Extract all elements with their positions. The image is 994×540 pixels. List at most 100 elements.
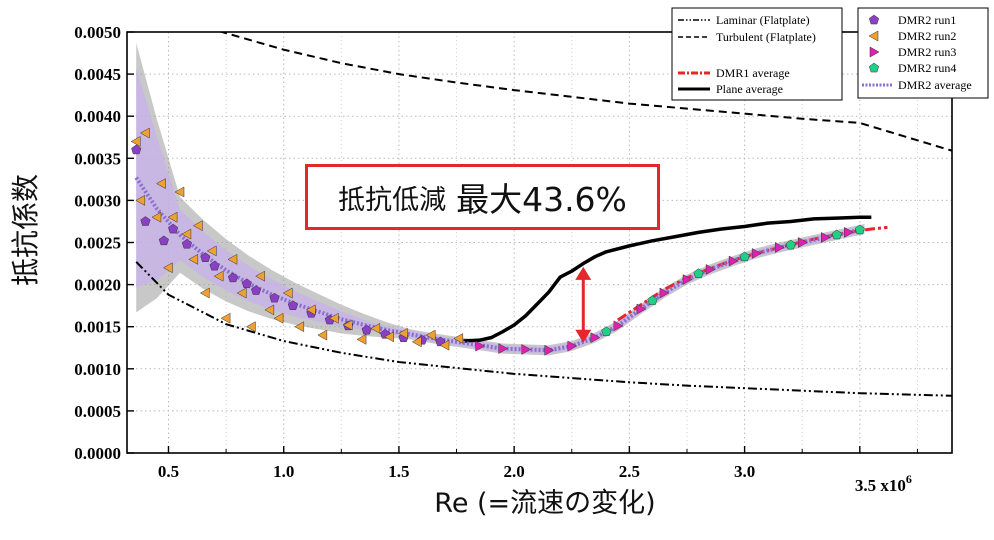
marker-dmr2-run4 (785, 239, 796, 250)
y-axis-label-box: 抵抗係数 (4, 150, 44, 310)
marker-dmr2-run1 (241, 278, 252, 289)
legend-label-right: DMR2 run4 (898, 61, 956, 75)
x-tick-label: 2.0 (504, 462, 525, 481)
marker-dmr2-run2 (398, 328, 408, 339)
marker-dmr2-run3 (705, 264, 716, 275)
legend-box-right (857, 7, 989, 99)
marker-dmr2-run2 (453, 333, 464, 344)
marker-dmr2-run3 (521, 344, 532, 355)
x-tick-label-multiplier: 3.5 x106 (855, 472, 912, 495)
marker-dmr2-run2 (328, 312, 339, 324)
y-tick-label: 0.0005 (74, 402, 121, 421)
marker-dmr2-run4 (601, 326, 612, 337)
marker-dmr2-run2 (317, 329, 328, 341)
series-line-turbulent-flatplate- (218, 32, 952, 152)
marker-dmr2-run2 (294, 321, 305, 333)
marker-dmr2-run1 (227, 272, 239, 283)
marker-dmr2-run3 (498, 343, 509, 355)
y-tick-label: 0.0030 (74, 191, 121, 210)
marker-dmr2-run4 (854, 224, 865, 235)
marker-dmr2-run3 (636, 303, 647, 315)
legend-label-left: Laminar (Flatplate) (716, 13, 810, 27)
marker-dmr2-run1 (131, 144, 142, 155)
x-tick-label: 1.5 (388, 462, 409, 481)
marker-dmr2-run2 (370, 322, 381, 334)
marker-dmr2-run2 (151, 211, 162, 223)
annotation-arrow (575, 266, 592, 343)
marker-dmr2-run4 (739, 251, 750, 262)
marker-dmr2-run1 (251, 285, 262, 295)
legend-label-right: DMR2 run3 (898, 45, 956, 59)
marker-dmr2-run2 (188, 253, 199, 265)
marker-dmr2-run2 (227, 253, 238, 265)
legend-marker-2 (869, 46, 880, 58)
marker-dmr2-run2 (245, 321, 256, 333)
marker-dmr2-run2 (356, 333, 367, 345)
callout-text-a: 抵抗低減 (338, 184, 447, 216)
marker-dmr2-run3 (682, 274, 693, 285)
marker-dmr2-run1 (158, 235, 169, 246)
marker-dmr2-run3 (590, 332, 601, 344)
callout-text-b: 最大43.6% (456, 180, 627, 219)
marker-dmr2-run1 (287, 300, 298, 310)
marker-dmr2-run3 (797, 237, 808, 248)
marker-dmr2-run2 (220, 312, 231, 324)
marker-dmr2-run3 (544, 344, 555, 356)
marker-dmr2-run2 (439, 339, 450, 351)
arrow-head-top (575, 266, 592, 280)
marker-dmr2-run2 (130, 136, 141, 147)
arrow-head-bottom (575, 329, 592, 343)
y-tick-label: 0.0015 (74, 318, 121, 337)
series-line-laminar-flatplate- (135, 261, 952, 397)
legend-box-left (671, 7, 843, 101)
legend-label-left: Turbulent (Flatplate) (716, 30, 816, 44)
marker-dmr2-run2 (425, 329, 436, 341)
y-tick-label: 0.0025 (74, 234, 121, 253)
y-tick-label: 0.0040 (74, 107, 121, 126)
marker-dmr2-run2 (282, 287, 293, 299)
marker-dmr2-run3 (844, 226, 854, 238)
tick-labels: 0.0000 0.0005 0.0010 0.0015 0.0020 0.0025 0.00… (74, 23, 912, 495)
marker-dmr2-run2 (236, 287, 247, 299)
y-axis-label: 抵抗係数 (9, 173, 43, 287)
marker-dmr2-run1 (361, 324, 372, 335)
marker-dmr2-run3 (751, 248, 762, 259)
y-tick-label: 0.0000 (74, 444, 121, 463)
marker-dmr2-run2 (135, 194, 146, 206)
marker-dmr2-run2 (156, 178, 166, 189)
marker-dmr2-run3 (659, 287, 670, 299)
legend-label-right: DMR2 run1 (898, 13, 956, 27)
y-tick-label: 0.0010 (74, 360, 121, 379)
legend-label-right: DMR2 average (898, 78, 972, 92)
marker-dmr2-run1 (200, 252, 211, 262)
marker-dmr2-run2 (162, 262, 173, 274)
marker-dmr2-run2 (199, 287, 210, 299)
x-multiplier-exponent: 6 (906, 472, 912, 486)
legend: Laminar (Flatplate) Turbulent (Flatplate)… (671, 7, 989, 101)
y-tick-label: 0.0050 (74, 23, 121, 42)
legend-label-left: Plane average (716, 82, 783, 96)
grey-spread-band (136, 42, 865, 356)
marker-dmr2-run2 (181, 228, 192, 240)
drag-reduction-callout: 抵抗低減 最大43.6% (305, 164, 660, 230)
legend-label-right: DMR2 run2 (898, 29, 956, 43)
marker-dmr2-run2 (273, 312, 284, 324)
marker-dmr2-run3 (475, 340, 486, 352)
marker-dmr2-run1 (181, 238, 192, 249)
marker-dmr2-run2 (305, 304, 316, 316)
marker-dmr2-run4 (647, 295, 658, 305)
marker-dmr2-run1 (209, 260, 220, 271)
legend-marker-1 (868, 30, 879, 42)
marker-dmr2-run2 (206, 245, 217, 257)
y-tick-label: 0.0035 (74, 149, 121, 168)
y-tick-label: 0.0020 (74, 276, 121, 295)
x-tick-label: 2.5 (619, 462, 640, 481)
marker-dmr2-run4 (693, 268, 704, 278)
marker-dmr2-run1 (140, 216, 151, 226)
legend-label-left: DMR1 average (716, 66, 790, 80)
y-tick-label: 0.0045 (74, 65, 121, 84)
x-tick-label: 3.0 (734, 462, 755, 481)
marker-dmr2-run2 (411, 336, 422, 348)
marker-dmr2-run2 (174, 186, 185, 198)
marker-dmr2-run1 (269, 292, 280, 303)
